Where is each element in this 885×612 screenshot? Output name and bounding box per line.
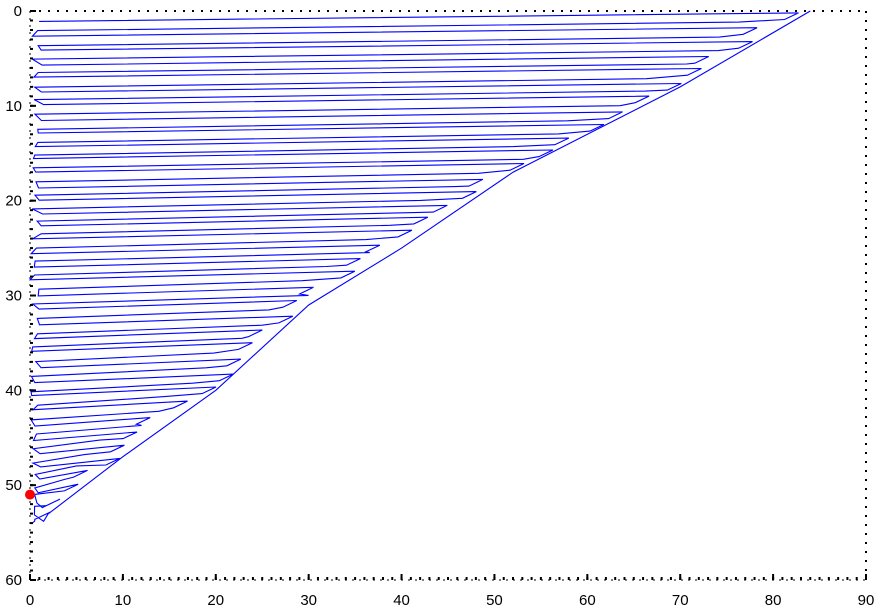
- x-tick-label: 80: [765, 592, 782, 609]
- x-tick-label: 60: [579, 592, 596, 609]
- walk-boundary: [48, 10, 811, 515]
- x-tick-label: 20: [207, 592, 224, 609]
- y-tick-label: 60: [5, 572, 22, 589]
- x-tick-label: 50: [486, 592, 503, 609]
- y-tick-label: 0: [14, 3, 22, 20]
- x-tick-label: 40: [393, 592, 410, 609]
- y-tick-label: 50: [5, 477, 22, 494]
- axes-frame: [29, 10, 867, 581]
- x-tick-label: 90: [858, 592, 875, 609]
- x-tick-label: 70: [672, 592, 689, 609]
- plot-area: [28, 10, 811, 524]
- x-tick-label: 30: [300, 592, 317, 609]
- x-tick-label: 0: [26, 592, 34, 609]
- marker-layer: [25, 489, 35, 500]
- marker-point: [25, 489, 35, 500]
- y-tick-label: 40: [5, 382, 22, 399]
- x-tick-label: 10: [115, 592, 132, 609]
- y-tick-label: 20: [5, 193, 22, 210]
- y-tick-label: 10: [5, 98, 22, 115]
- y-tick-label: 30: [5, 288, 22, 305]
- walk-path: [28, 12, 799, 524]
